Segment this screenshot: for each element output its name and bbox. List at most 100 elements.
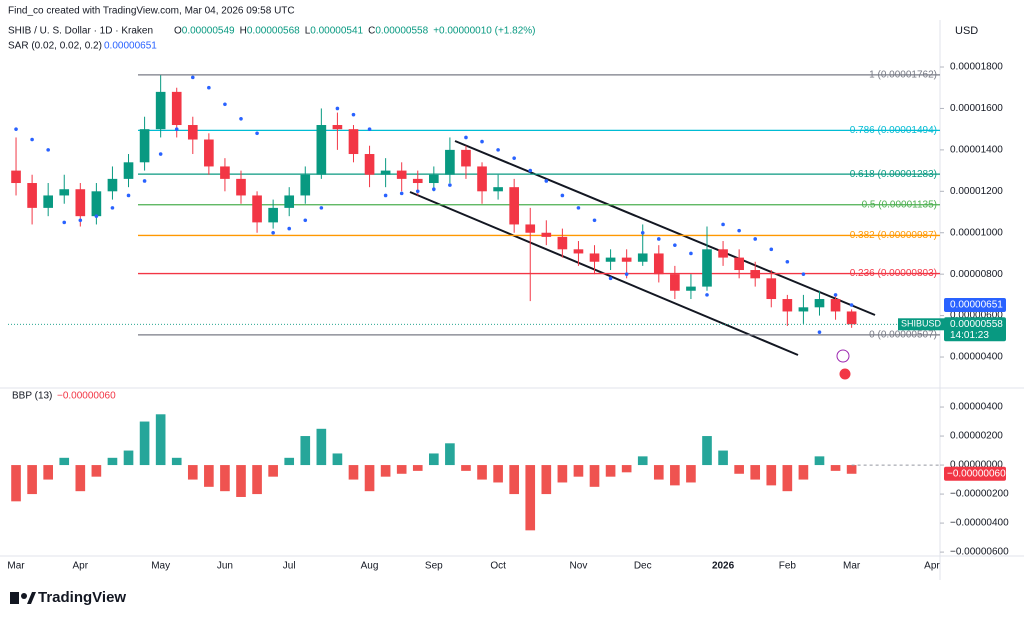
bbp-bar: [477, 465, 487, 480]
bbp-bar: [541, 465, 552, 495]
fib-label: 0.382 (0.00000987): [850, 230, 937, 241]
price-badge: [944, 298, 1006, 313]
bbp-bar: [252, 465, 262, 495]
candle-body: [734, 257, 744, 271]
candle-body: [316, 125, 327, 175]
y-tick-label: 0.00001200: [950, 186, 1003, 197]
candle-body: [139, 129, 150, 163]
x-tick-label: Apr: [924, 561, 940, 572]
candle-body: [653, 253, 664, 275]
bbp-bar: [107, 457, 118, 466]
fib-label: 0.5 (0.00001135): [862, 199, 937, 210]
x-tick-label: Mar: [843, 561, 861, 572]
sar-dot: [496, 148, 500, 152]
sar-dot: [640, 230, 645, 235]
bbp-bar: [702, 436, 712, 466]
change: +0.00000010 (+1.82%): [433, 26, 535, 37]
bbp-bar: [734, 465, 744, 474]
bbp-bar: [59, 457, 70, 466]
symbol: SHIB / U. S. Dollar · 1D · Kraken: [8, 26, 153, 37]
badge-label: −0.00000060: [947, 468, 1006, 479]
sar-dot: [608, 276, 613, 281]
ohlc-value: 0.00000549: [182, 26, 235, 37]
bbp-bar: [348, 465, 359, 480]
bbp-label: BBP (13): [12, 391, 52, 402]
fib-label: 0 (0.00000507): [869, 330, 937, 341]
candle-body: [27, 183, 37, 208]
bbp-bar: [396, 465, 407, 474]
bbp-bar: [123, 450, 134, 466]
sar-dot: [14, 127, 18, 131]
candle-body: [750, 270, 761, 279]
sar-dot: [785, 259, 790, 264]
countdown: 14:01:23: [950, 330, 989, 341]
sar-dot: [174, 127, 179, 131]
candle-body: [300, 174, 311, 196]
event-icon[interactable]: [836, 349, 850, 363]
ohlc-key: O: [174, 26, 182, 37]
sar-dot: [624, 272, 629, 276]
bbp-bar: [830, 465, 841, 471]
candle-body: [830, 299, 841, 312]
candle-body: [798, 307, 809, 312]
candle-body: [686, 286, 696, 291]
candle-body: [525, 224, 536, 233]
channel-upper: [454, 140, 876, 316]
sar-dot: [480, 139, 484, 144]
bbp-bar: [782, 465, 793, 492]
bbp-bar: [766, 465, 777, 486]
bbp-bar: [557, 465, 568, 483]
candle-body: [75, 189, 86, 217]
y-tick-label: 0.00001800: [950, 62, 1003, 73]
sar-dot: [721, 222, 725, 227]
bbp-bar: [429, 453, 439, 466]
sar-dot: [223, 102, 227, 107]
sar-dot: [464, 135, 468, 140]
bbp-value: −0.00000060: [57, 391, 116, 402]
candle-body: [573, 249, 584, 254]
candle-body: [412, 178, 423, 184]
candle-body: [702, 249, 712, 287]
flag-icon[interactable]: [838, 367, 852, 381]
candle-body: [461, 149, 471, 167]
candle-body: [445, 149, 455, 175]
x-tick-label: Oct: [490, 561, 506, 572]
sar-label: SAR (0.02, 0.02, 0.2): [8, 41, 102, 52]
bbp-bar: [670, 465, 680, 486]
candle-body: [637, 253, 648, 262]
sar-dot: [351, 112, 356, 117]
x-tick-label: Nov: [570, 561, 588, 572]
bbp-bar: [236, 465, 246, 497]
y-tick-label: 0.00000600: [950, 310, 1003, 321]
bbp-bar: [380, 465, 391, 477]
bbp-bar: [284, 457, 295, 466]
candle-body: [493, 187, 503, 192]
bbp-bar: [187, 465, 198, 480]
candle-body: [605, 257, 616, 262]
sar-dot: [46, 148, 50, 152]
sar-dot: [415, 189, 420, 194]
candle-body: [718, 249, 728, 258]
bbp-bar: [75, 465, 86, 492]
sar-dot: [94, 214, 99, 218]
fib-label: 1 (0.00001762): [869, 70, 937, 81]
x-tick-label: May: [151, 561, 170, 572]
candle-body: [187, 125, 198, 140]
sar-dot: [110, 206, 115, 210]
logo: TradingView: [10, 589, 126, 606]
sar-dot: [528, 168, 533, 173]
symbol-label: SHIBUSD: [901, 319, 942, 329]
bbp-bar: [300, 436, 311, 466]
y-tick-label: −0.00000600: [950, 547, 1009, 558]
fib-label: 0.786 (0.00001494): [850, 125, 937, 136]
bbp-bar: [750, 465, 761, 480]
sar-dot: [689, 251, 693, 256]
fib-label: 0.236 (0.00000803): [850, 268, 937, 279]
candle-body: [59, 189, 70, 196]
candle-body: [589, 253, 600, 262]
sar-dot: [560, 193, 565, 198]
bbp-bar: [605, 465, 616, 477]
sar-dot: [383, 193, 388, 198]
